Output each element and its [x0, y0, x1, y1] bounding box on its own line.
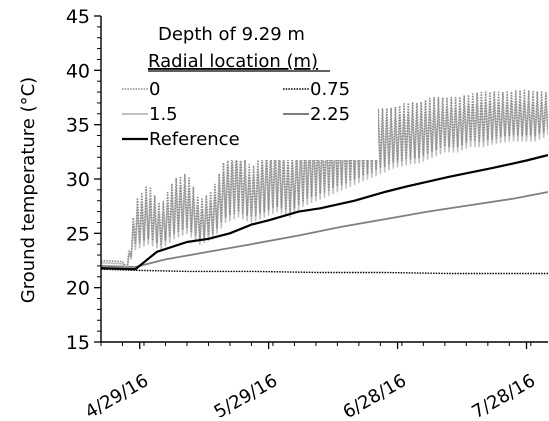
y-tick-label-45: 45: [66, 6, 90, 28]
legend-background: [120, 14, 378, 160]
legend-label-0: 0: [149, 79, 160, 100]
x-tick-label-4-29-16: 4/29/16: [82, 370, 153, 417]
legend-label-0-75: 0.75: [310, 79, 350, 100]
x-tick-label-6-28-16: 6/28/16: [339, 370, 410, 417]
series-line-0: [101, 89, 548, 269]
y-tick-label-35: 35: [66, 115, 90, 137]
series-line-reference: [101, 154, 548, 271]
legend: Depth of 9.29 m Radial location (m) 0 0.75 1…: [120, 14, 378, 160]
series-line-0-75: [101, 268, 548, 275]
plot-area: [101, 89, 548, 275]
y-tick-label-20: 20: [66, 278, 90, 300]
series-layer: [101, 89, 548, 275]
y-tick-label-30: 30: [66, 169, 90, 191]
y-axis-title: Ground temperature (°C): [18, 77, 39, 303]
legend-title: Depth of 9.29 m: [158, 24, 305, 45]
y-tick-label-25: 25: [66, 223, 90, 245]
x-tick-label-5-29-16: 5/29/16: [211, 370, 282, 417]
legend-label-1-5: 1.5: [149, 104, 178, 125]
series-line-2-25: [101, 191, 548, 268]
x-tick-label-7-28-16: 7/28/16: [468, 370, 539, 417]
legend-subtitle: Radial location (m): [148, 51, 318, 72]
legend-label-reference: Reference: [149, 129, 240, 150]
y-tick-label-15: 15: [66, 332, 90, 354]
legend-label-2-25: 2.25: [310, 104, 350, 125]
y-tick-label-40: 40: [66, 60, 90, 82]
